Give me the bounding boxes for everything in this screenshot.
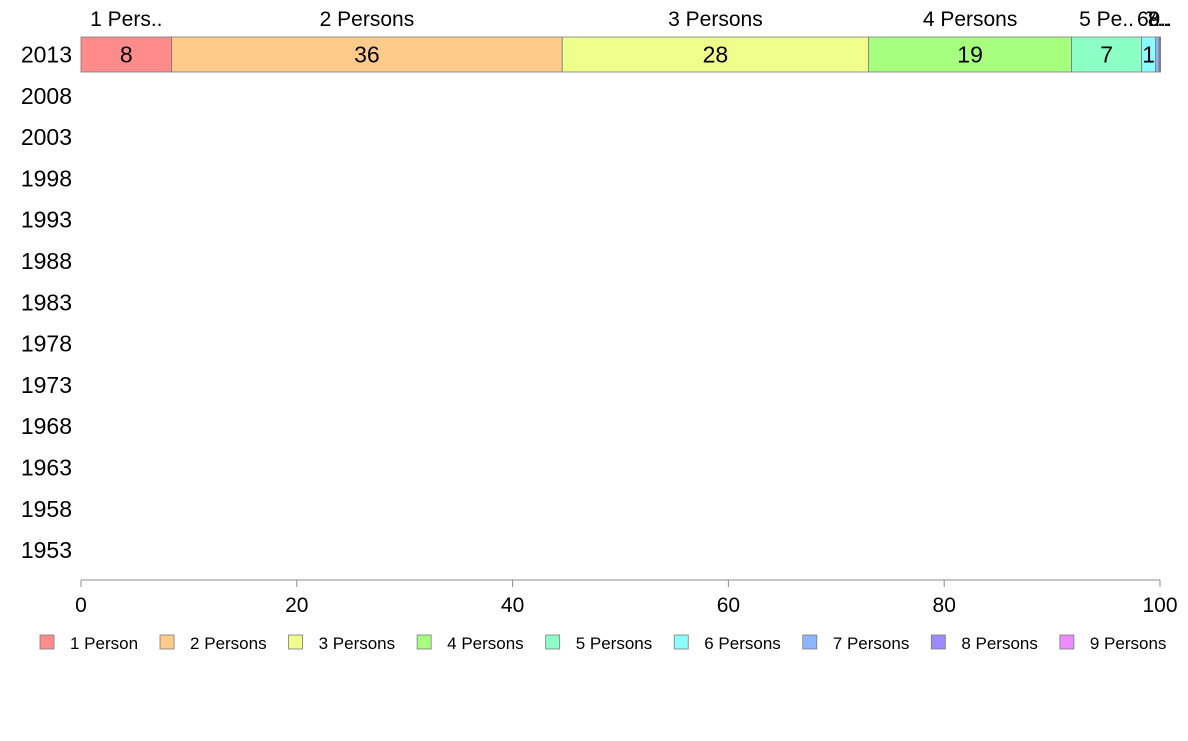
y-tick-label: 1988 <box>21 248 72 274</box>
bar-value-label: 36 <box>354 42 380 68</box>
legend: 1 Person 2 Persons 3 Persons 4 Persons 5 Per… <box>39 634 1167 653</box>
x-tick-label: 80 <box>933 594 956 617</box>
y-tick-label: 1968 <box>21 413 72 439</box>
legend-swatch <box>802 634 818 650</box>
y-tick-label: 1958 <box>21 496 72 522</box>
bar-segment <box>868 36 1072 73</box>
segment-top-label: 3 Persons <box>668 8 763 31</box>
bar-segment <box>1159 36 1161 73</box>
y-tick-label: 1963 <box>21 455 72 481</box>
y-tick-label: 1978 <box>21 331 72 357</box>
legend-swatch <box>1059 634 1075 650</box>
bar-segment <box>561 36 870 73</box>
bar-value-label: 19 <box>957 42 983 68</box>
legend-swatch <box>39 634 55 650</box>
segment-top-label: 7.. <box>1146 8 1169 31</box>
bar-segment <box>1155 36 1160 73</box>
segment-top-label: 4 Persons <box>923 8 1018 31</box>
y-tick-label: 1998 <box>21 165 72 191</box>
legend-label: 5 Persons <box>576 634 653 653</box>
x-tick-label: 100 <box>1142 594 1177 617</box>
bar-segment <box>80 36 173 73</box>
y-axis: 2013 2008 2003 1998 1993 1988 1983 1978 1973 1968… <box>21 42 72 564</box>
legend-label: 6 Persons <box>704 634 781 653</box>
segment-top-label: 6.. <box>1137 8 1160 31</box>
legend-label: 7 Persons <box>833 634 910 653</box>
y-tick-label: 1983 <box>21 289 72 315</box>
legend-swatch <box>930 634 946 650</box>
legend-swatch <box>673 634 689 650</box>
y-tick-label: 2013 <box>21 42 72 68</box>
legend-swatch <box>416 634 432 650</box>
legend-label: 4 Persons <box>447 634 524 653</box>
segment-top-labels: 1 Pers.. 2 Persons 3 Persons 4 Persons 5 Pe.… <box>90 8 1172 31</box>
bar-segment <box>1071 36 1143 73</box>
legend-swatch <box>288 634 303 650</box>
bars: 8 36 28 19 7 1 <box>80 36 1161 73</box>
bar-value-label: 28 <box>703 42 729 68</box>
segment-top-label: 2 Persons <box>320 8 415 31</box>
legend-label: 3 Persons <box>319 634 396 653</box>
segment-top-label: 1 Pers.. <box>90 8 162 31</box>
segment-top-label: 8.. <box>1148 8 1171 31</box>
y-tick-label: 2008 <box>21 83 72 109</box>
x-axis: 0 20 40 60 80 100 <box>75 579 1178 617</box>
x-tick-label: 40 <box>501 594 524 617</box>
bar-value-label: 1 <box>1142 42 1155 68</box>
segment-top-label: 5 Pe.. <box>1079 8 1134 31</box>
legend-swatch <box>159 634 175 650</box>
x-tick-label: 0 <box>75 594 87 617</box>
y-tick-label: 1993 <box>21 207 72 233</box>
y-tick-label: 1973 <box>21 372 72 398</box>
bar-value-label: 7 <box>1100 42 1113 68</box>
segment-top-label: 9.. <box>1149 8 1172 31</box>
legend-label: 2 Persons <box>190 634 267 653</box>
legend-label: 8 Persons <box>961 634 1038 653</box>
y-tick-label: 1953 <box>21 537 72 563</box>
bar-segment <box>171 36 563 73</box>
legend-label: 1 Person <box>70 634 138 653</box>
legend-label: 9 Persons <box>1090 634 1167 653</box>
x-tick-label: 20 <box>285 594 308 617</box>
y-tick-label: 2003 <box>21 124 72 150</box>
bar-value-label: 8 <box>120 42 133 68</box>
legend-swatch <box>545 634 561 650</box>
x-tick-label: 60 <box>717 594 740 617</box>
